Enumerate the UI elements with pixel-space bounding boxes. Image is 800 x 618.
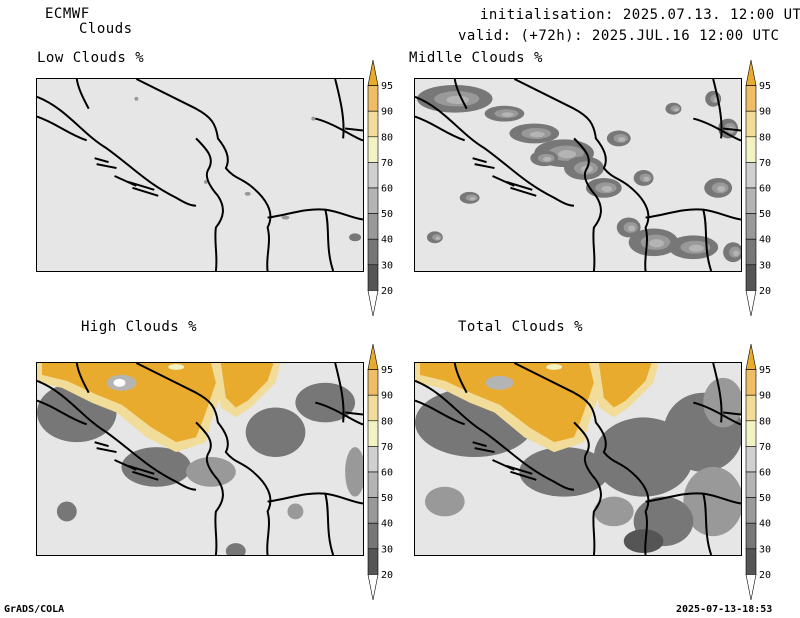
colorbar-tick-label: 50	[381, 209, 393, 220]
panel-title-low: Low Clouds %	[37, 50, 145, 66]
colorbar-tick-label: 20	[381, 570, 393, 581]
colorbar-tick-label: 20	[381, 286, 393, 297]
colorbar-tick-label: 70	[381, 158, 393, 169]
colorbar-tick-label: 70	[759, 442, 771, 453]
colorbar-tick-label: 40	[759, 235, 771, 246]
colorbar-tick-label: 90	[759, 391, 771, 402]
colorbar-tick-label: 90	[759, 107, 771, 118]
colorbar-tick-label: 30	[381, 260, 393, 271]
model-label: ECMWF	[45, 6, 90, 22]
map-low	[37, 79, 363, 271]
colorbar-svg: 20 30 40 50 60 70 80 90 95	[745, 59, 771, 317]
colorbar-tick-label: 40	[759, 519, 771, 530]
colorbar-low: 20 30 40 50 60 70 80 90 95	[364, 58, 408, 317]
colorbar-tick-label: 30	[759, 260, 771, 271]
software-credit: GrADS/COLA	[4, 604, 65, 615]
colorbar-tick-label: 50	[759, 493, 771, 504]
colorbar-tick-label: 95	[381, 365, 393, 376]
colorbar-tick-label: 60	[759, 468, 771, 479]
colorbar-tick-label: 60	[381, 468, 393, 479]
panel-title-high: High Clouds %	[81, 319, 198, 335]
colorbar-tick-label: 70	[759, 158, 771, 169]
colorbar-tick-label: 90	[381, 107, 393, 118]
colorbar-tick-label: 95	[759, 81, 771, 92]
panel-title-middle: Midlle Clouds %	[409, 50, 543, 66]
colorbar-tick-label: 30	[381, 544, 393, 555]
colorbar-tick-label: 95	[381, 81, 393, 92]
colorbar-tick-label: 80	[759, 416, 771, 427]
colorbar-tick-label: 90	[381, 391, 393, 402]
colorbar-tick-label: 95	[759, 365, 771, 376]
colorbar-tick-label: 50	[759, 209, 771, 220]
map-high	[37, 363, 363, 555]
colorbar-tick-label: 80	[381, 132, 393, 143]
map-total	[415, 363, 741, 555]
panel-title-total: Total Clouds %	[458, 319, 584, 335]
colorbar-total: 20 30 40 50 60 70 80 90 95	[742, 342, 786, 601]
colorbar-tick-label: 20	[759, 286, 771, 297]
valid-time-label: valid: (+72h): 2025.JUL.16 12:00 UTC	[458, 28, 780, 44]
plot-timestamp: 2025-07-13-18:53	[676, 604, 773, 615]
colorbar-tick-label: 30	[759, 544, 771, 555]
map-panel-middle	[414, 78, 742, 272]
colorbar-tick-label: 20	[759, 570, 771, 581]
initialisation-label: initialisation: 2025.07.13. 12:00 UTC	[480, 7, 800, 23]
colorbar-svg: 20 30 40 50 60 70 80 90 95	[367, 343, 393, 601]
colorbar-tick-label: 80	[381, 416, 393, 427]
colorbar-tick-label: 60	[759, 184, 771, 195]
colorbar-tick-label: 50	[381, 493, 393, 504]
parameter-label: Clouds	[79, 21, 133, 37]
colorbar-tick-label: 40	[381, 519, 393, 530]
colorbar-tick-label: 70	[381, 442, 393, 453]
colorbar-high: 20 30 40 50 60 70 80 90 95	[364, 342, 408, 601]
map-panel-high	[36, 362, 364, 556]
colorbar-tick-label: 80	[759, 132, 771, 143]
colorbar-tick-label: 40	[381, 235, 393, 246]
map-panel-low	[36, 78, 364, 272]
colorbar-tick-label: 60	[381, 184, 393, 195]
map-panel-total	[414, 362, 742, 556]
colorbar-middle: 20 30 40 50 60 70 80 90 95	[742, 58, 786, 317]
colorbar-svg: 20 30 40 50 60 70 80 90 95	[745, 343, 771, 601]
map-middle	[415, 79, 741, 271]
colorbar-svg: 20 30 40 50 60 70 80 90 95	[367, 59, 393, 317]
